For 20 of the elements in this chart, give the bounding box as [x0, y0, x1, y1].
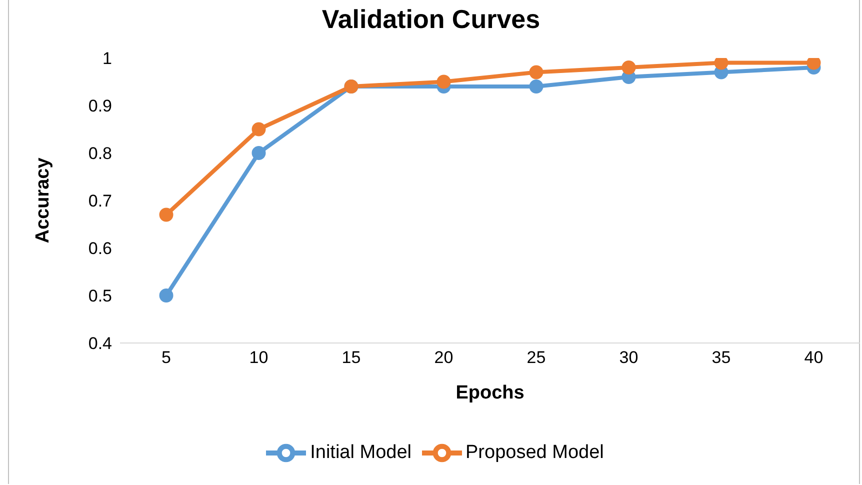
y-tick-label: 0.9: [88, 96, 112, 116]
legend-label: Proposed Model: [466, 442, 604, 464]
y-tick-label: 0.5: [88, 286, 112, 306]
x-axis-title: Epochs: [456, 382, 524, 404]
x-tick-label: 30: [619, 348, 638, 368]
y-tick-label: 1: [102, 49, 112, 68]
x-tick-label: 10: [249, 348, 268, 368]
x-tick-label: 5: [162, 348, 171, 368]
y-axis-title: Accuracy: [32, 157, 54, 244]
x-tick-label: 15: [342, 348, 361, 368]
x-tick-label: 20: [434, 348, 454, 368]
x-tick-label: 25: [526, 348, 546, 368]
y-tick-label: 0.6: [88, 239, 112, 258]
chart-title: Validation Curves: [320, 4, 542, 35]
x-tick-label: 35: [712, 348, 731, 368]
y-tick-label: 0.8: [88, 144, 112, 164]
y-tick-label: 0.4: [88, 334, 112, 354]
legend-label: Initial Model: [310, 442, 412, 464]
y-tick-label: 0.7: [88, 192, 112, 211]
x-tick-label: 40: [804, 348, 824, 368]
